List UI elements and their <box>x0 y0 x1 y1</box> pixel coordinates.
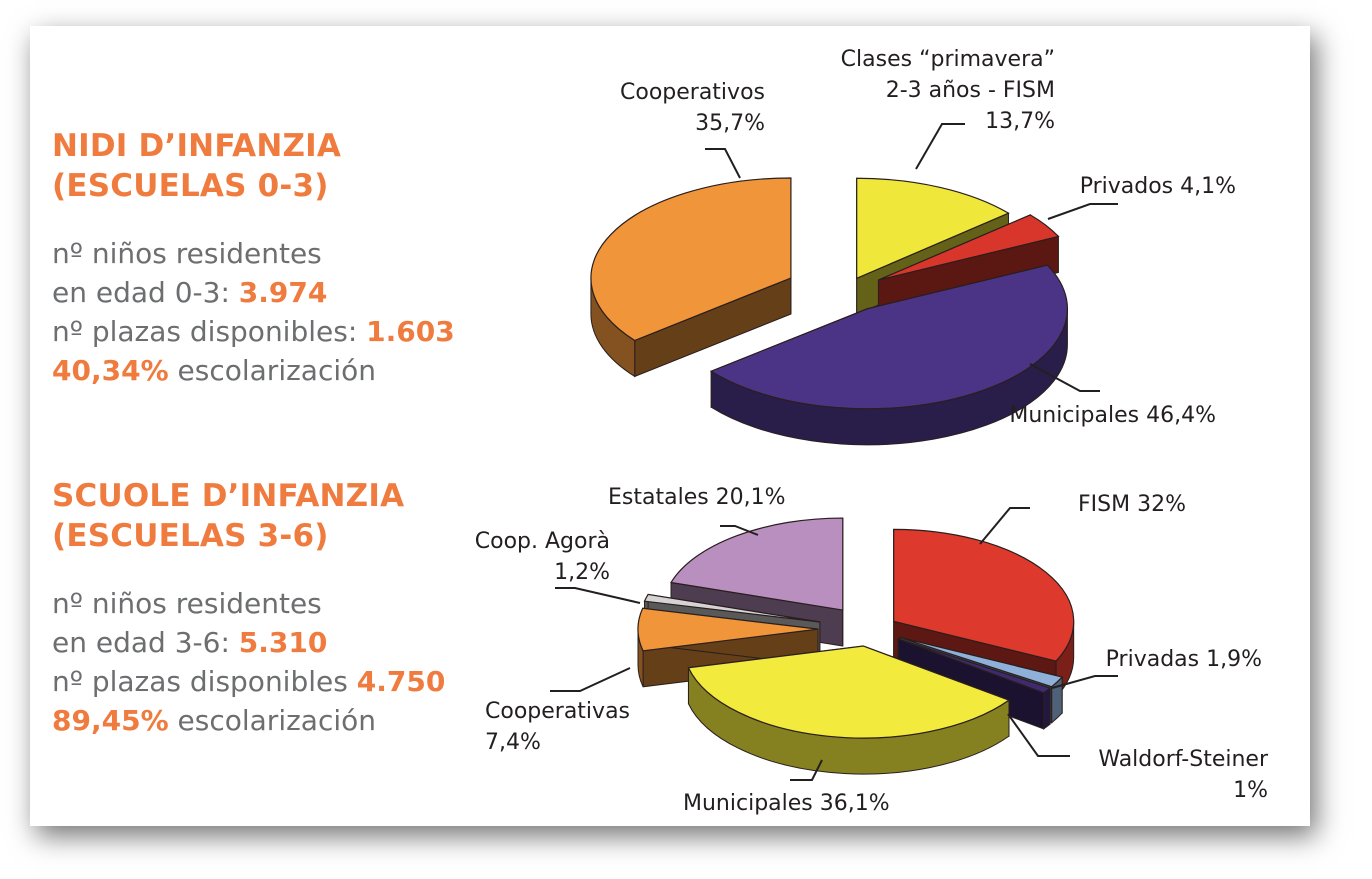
scuole-label-1-line-0: Privadas 1,9% <box>1106 647 1262 672</box>
nidi-label-3: Cooperativos 35,7% <box>620 80 765 179</box>
nidi-slice-3 <box>590 177 792 378</box>
nidi-title-line1: NIDI D’INFANZIA <box>52 128 342 164</box>
scuole-label-1: Privadas 1,9% <box>1051 647 1262 689</box>
scuole-slice-4 <box>637 607 819 688</box>
nidi-label-3-line-0: Cooperativos <box>620 80 765 105</box>
scuole-rate-suffix: escolarización <box>168 704 376 737</box>
scuole-label-2-line-0: Waldorf-Steiner <box>1098 747 1269 772</box>
scuole-slice-3 <box>687 645 1011 775</box>
nidi-places-line: nº plazas disponibles: 1.603 <box>52 312 455 351</box>
scuole-pie <box>637 517 1075 775</box>
nidi-leader-2 <box>1029 363 1100 392</box>
nidi-pie <box>590 177 1068 446</box>
scuole-leader-3 <box>790 759 823 781</box>
scuole-rate-value: 89,45% <box>52 704 169 737</box>
scuole-title: SCUOLE D’INFANZIA (ESCUELAS 3-6) <box>52 476 445 556</box>
scuole-places-line: nº plazas disponibles 4.750 <box>52 662 445 701</box>
scuole-residents-prefix: en edad 3-6: <box>52 626 239 659</box>
scuole-label-0: FISM 32% <box>979 492 1186 545</box>
scuole-label-3: Municipales 36,1% <box>683 759 890 816</box>
nidi-label-0-line-1: 2-3 años - FISM <box>886 78 1055 103</box>
scuole-title-line2: (ESCUELAS 3-6) <box>52 518 329 554</box>
nidi-info-block: NIDI D’INFANZIA (ESCUELAS 0-3) nº niños … <box>52 126 455 390</box>
scuole-label-4-line-0: Cooperativas <box>485 699 630 724</box>
nidi-stats: nº niños residentes en edad 0-3: 3.974 n… <box>52 234 455 390</box>
scuole-info-block: SCUOLE D’INFANZIA (ESCUELAS 3-6) nº niño… <box>52 476 445 740</box>
scuole-label-2: Waldorf-Steiner 1% <box>1007 713 1269 803</box>
scuole-leader-1 <box>1051 675 1118 689</box>
nidi-label-0-line-0: Clases “primavera” <box>841 47 1055 72</box>
scuole-label-0-line-0: FISM 32% <box>1078 492 1186 517</box>
nidi-rate-value: 40,34% <box>52 354 169 387</box>
scuole-leader-4 <box>550 667 631 692</box>
scuole-rate-line: 89,45% escolarización <box>52 701 445 740</box>
scuole-residents-value: 5.310 <box>238 626 328 659</box>
scuole-label-3-line-0: Municipales 36,1% <box>683 791 890 816</box>
pie-charts: Clases “primavera” 2-3 años - FISM 13,7% Pr… <box>475 47 1269 816</box>
scuole-label-4: Cooperativas 7,4% <box>485 667 631 755</box>
nidi-label-0-line-2: 13,7% <box>985 109 1055 134</box>
scuole-leader-6 <box>720 525 759 536</box>
scuole-residents-line2: en edad 3-6: 5.310 <box>52 623 445 662</box>
scuole-label-5: Coop. Agorà 1,2% <box>475 529 641 604</box>
nidi-places-prefix: nº plazas disponibles: <box>52 315 367 348</box>
scuole-title-line1: SCUOLE D’INFANZIA <box>52 478 405 514</box>
scuole-places-prefix: nº plazas disponibles <box>52 665 357 698</box>
nidi-residents-line2: en edad 0-3: 3.974 <box>52 273 455 312</box>
nidi-slice-2 <box>709 264 1068 446</box>
scuole-label-6-line-0: Estatales 20,1% <box>608 485 786 510</box>
scuole-label-6: Estatales 20,1% <box>608 485 786 536</box>
nidi-label-0: Clases “primavera” 2-3 años - FISM 13,7% <box>841 47 1055 170</box>
nidi-label-2: Municipales 46,4% <box>1009 363 1216 428</box>
nidi-leader-3 <box>705 148 741 179</box>
nidi-leader-0 <box>915 123 965 170</box>
scuole-places-value: 4.750 <box>356 665 446 698</box>
nidi-label-1-line-0: Privados 4,1% <box>1080 174 1236 199</box>
scuole-leader-5 <box>555 587 641 604</box>
nidi-leader-1 <box>1047 203 1118 220</box>
scuole-label-5-line-0: Coop. Agorà <box>475 529 610 554</box>
nidi-title-line2: (ESCUELAS 0-3) <box>52 168 329 204</box>
nidi-title: NIDI D’INFANZIA (ESCUELAS 0-3) <box>52 126 455 206</box>
scuole-leader-0 <box>979 507 1030 545</box>
scuole-leader-2 <box>1007 713 1070 757</box>
scuole-residents-line1: nº niños residentes <box>52 587 322 620</box>
nidi-residents-line1: nº niños residentes <box>52 237 322 270</box>
scuole-stats: nº niños residentes en edad 3-6: 5.310 n… <box>52 584 445 740</box>
infographic-card: NIDI D’INFANZIA (ESCUELAS 0-3) nº niños … <box>30 26 1310 826</box>
nidi-rate-suffix: escolarización <box>168 354 376 387</box>
nidi-residents-prefix: en edad 0-3: <box>52 276 239 309</box>
scuole-label-4-line-1: 7,4% <box>485 730 541 755</box>
nidi-residents-value: 3.974 <box>238 276 328 309</box>
scuole-label-2-line-1: 1% <box>1233 778 1268 803</box>
nidi-label-3-line-1: 35,7% <box>695 111 765 136</box>
nidi-rate-line: 40,34% escolarización <box>52 351 455 390</box>
nidi-label-1: Privados 4,1% <box>1047 174 1236 220</box>
nidi-label-2-line-0: Municipales 46,4% <box>1009 403 1216 428</box>
scuole-label-5-line-1: 1,2% <box>554 560 610 585</box>
nidi-places-value: 1.603 <box>366 315 455 348</box>
